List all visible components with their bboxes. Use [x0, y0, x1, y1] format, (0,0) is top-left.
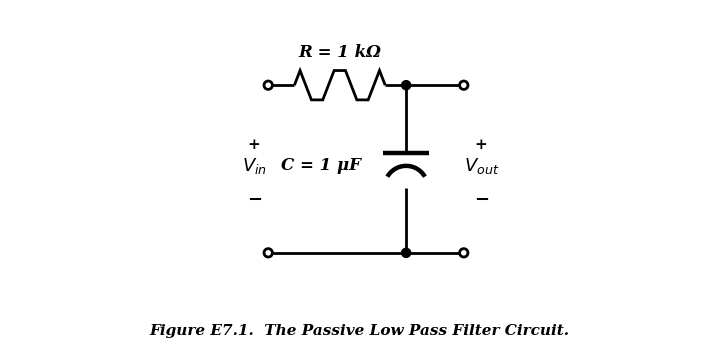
Circle shape: [264, 81, 272, 89]
Circle shape: [460, 81, 468, 89]
Circle shape: [401, 248, 411, 257]
Text: R = 1 kΩ: R = 1 kΩ: [299, 44, 381, 61]
Text: Figure E7.1.  The Passive Low Pass Filter Circuit.: Figure E7.1. The Passive Low Pass Filter…: [149, 325, 569, 338]
Text: +: +: [248, 138, 261, 152]
Text: −: −: [247, 191, 262, 209]
Circle shape: [264, 249, 272, 257]
Text: C = 1 μF: C = 1 μF: [281, 157, 360, 174]
Text: $\mathit{V}_{out}$: $\mathit{V}_{out}$: [464, 156, 499, 176]
Text: −: −: [474, 191, 489, 209]
Text: +: +: [475, 138, 488, 152]
Circle shape: [460, 249, 468, 257]
Circle shape: [401, 81, 411, 90]
Text: $\mathit{V}_{in}$: $\mathit{V}_{in}$: [242, 156, 266, 176]
